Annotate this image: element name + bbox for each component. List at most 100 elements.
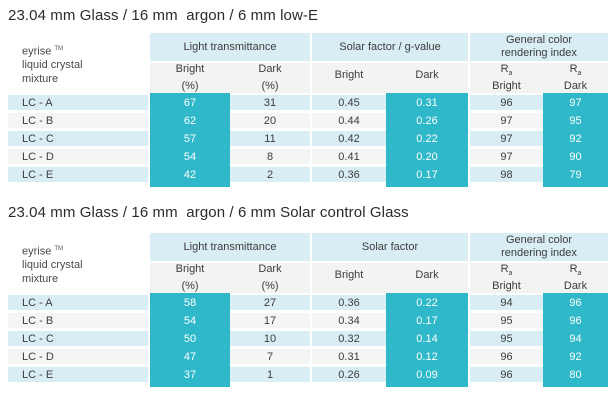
value-lt-dark: 1	[230, 367, 310, 382]
table-header: eyrise TM liquid crystal mixture Light tr…	[8, 233, 608, 293]
value-sf-bright: 0.31	[312, 349, 386, 364]
value-sf-dark: 0.22	[416, 296, 438, 309]
value-lt-bright: 67	[183, 96, 197, 109]
highlight-column-sf-dark	[386, 93, 468, 187]
brand-line: eyrise TM	[22, 242, 148, 259]
table-body: LC - A 58 27 0.36 0.22 94 96 LC - B 54 1…	[8, 293, 608, 387]
highlight-column-sf-dark	[386, 293, 468, 387]
value-ra-bright: 96	[470, 367, 543, 382]
table-row-lc-a: LC - A 67 31 0.45 0.31 96 97	[8, 95, 608, 110]
brand-name: eyrise	[22, 245, 52, 258]
value-ra-dark: 79	[569, 168, 582, 181]
value-sf-dark: 0.12	[416, 350, 438, 363]
column-header-sf-dark: Dark	[386, 63, 468, 93]
row-label: LC - B	[8, 313, 148, 328]
value-ra-dark: 96	[569, 314, 582, 327]
row-label: LC - D	[8, 349, 148, 364]
row-label: LC - E	[8, 367, 148, 382]
value-lt-bright: 62	[183, 114, 197, 127]
value-ra-bright: 96	[470, 349, 543, 364]
sub-header-row: Bright (%) Dark (%) Bright Dark Ra Bright R…	[8, 263, 608, 293]
highlight-column-ra-dark	[543, 93, 608, 187]
table-row-lc-b: LC - B 62 20 0.44 0.26 97 95	[8, 113, 608, 128]
table-row-lc-d: LC - D 47 7 0.31 0.12 96 92	[8, 349, 608, 364]
value-lt-bright: 54	[183, 314, 197, 327]
value-sf-bright: 0.41	[312, 149, 386, 164]
value-ra-bright: 94	[470, 295, 543, 310]
value-sf-dark: 0.20	[416, 150, 438, 163]
column-group-color-rendering-index: General color rendering index	[470, 233, 608, 261]
value-ra-dark: 95	[569, 114, 582, 127]
value-lt-dark: 8	[230, 149, 310, 164]
table-title-low-e: 23.04 mm Glass / 16 mm argon / 6 mm low-…	[8, 7, 319, 24]
table-row-lc-a: LC - A 58 27 0.36 0.22 94 96	[8, 295, 608, 310]
value-sf-dark: 0.17	[416, 314, 438, 327]
value-lt-dark: 27	[230, 295, 310, 310]
value-sf-dark: 0.31	[416, 96, 438, 109]
value-lt-dark: 7	[230, 349, 310, 364]
row-label: LC - C	[8, 131, 148, 146]
brand-name: eyrise	[22, 45, 52, 58]
column-header-lt-dark: Dark (%)	[230, 63, 310, 93]
column-group-light-transmittance: Light transmittance	[150, 233, 310, 261]
value-lt-dark: 17	[230, 313, 310, 328]
value-lt-dark: 2	[230, 167, 310, 182]
column-group-solar-factor: Solar factor	[312, 233, 468, 261]
column-header-sf-bright: Bright	[312, 263, 386, 293]
value-ra-bright: 96	[470, 95, 543, 110]
corner-line2: liquid crystal	[22, 259, 83, 272]
table-row-lc-c: LC - C 57 11 0.42 0.22 97 92	[8, 131, 608, 146]
value-sf-dark: 0.26	[416, 114, 438, 127]
table-row-lc-b: LC - B 54 17 0.34 0.17 95 96	[8, 313, 608, 328]
row-label: LC - E	[8, 167, 148, 182]
value-sf-dark: 0.09	[416, 368, 438, 381]
spec-table-low-e: eyrise TM liquid crystal mixture Light tr…	[8, 33, 608, 187]
value-sf-bright: 0.45	[312, 95, 386, 110]
column-header-sf-bright: Bright	[312, 63, 386, 93]
table-header: eyrise TM liquid crystal mixture Light tr…	[8, 33, 608, 93]
value-ra-bright: 95	[470, 331, 543, 346]
table-row-lc-c: LC - C 50 10 0.32 0.14 95 94	[8, 331, 608, 346]
value-ra-dark: 92	[569, 350, 582, 363]
column-header-ra-dark: Ra Dark	[543, 263, 608, 293]
value-ra-dark: 92	[569, 132, 582, 145]
row-label: LC - B	[8, 113, 148, 128]
value-lt-dark: 20	[230, 113, 310, 128]
column-group-solar-factor: Solar factor / g-value	[312, 33, 468, 61]
value-ra-dark: 94	[569, 332, 582, 345]
value-ra-dark: 97	[569, 96, 582, 109]
value-sf-bright: 0.44	[312, 113, 386, 128]
table-row-lc-e: LC - E 42 2 0.36 0.17 98 79	[8, 167, 608, 182]
value-lt-bright: 57	[183, 132, 197, 145]
brand-line: eyrise TM	[22, 42, 148, 59]
highlight-column-lt-bright	[150, 93, 230, 187]
value-lt-bright: 50	[183, 332, 197, 345]
corner-cell: eyrise TM liquid crystal mixture	[8, 33, 148, 93]
row-label: LC - A	[8, 295, 148, 310]
value-ra-dark: 90	[569, 150, 582, 163]
value-lt-bright: 42	[183, 168, 197, 181]
value-lt-dark: 11	[230, 131, 310, 146]
column-header-lt-bright: Bright (%)	[150, 263, 230, 293]
value-lt-dark: 10	[230, 331, 310, 346]
highlight-column-lt-bright	[150, 293, 230, 387]
spec-table-solar-control: eyrise TM liquid crystal mixture Light tr…	[8, 233, 608, 387]
group-header-row: Light transmittance Solar factor / g-val…	[8, 33, 608, 61]
value-sf-bright: 0.36	[312, 167, 386, 182]
value-lt-dark: 31	[230, 95, 310, 110]
value-sf-dark: 0.17	[416, 168, 438, 181]
trademark-symbol: TM	[54, 245, 64, 252]
value-lt-bright: 54	[183, 150, 197, 163]
corner-cell: eyrise TM liquid crystal mixture	[8, 233, 148, 293]
group-header-row: Light transmittance Solar factor General…	[8, 233, 608, 261]
value-ra-bright: 97	[470, 131, 543, 146]
highlight-column-ra-dark	[543, 293, 608, 387]
table-row-lc-e: LC - E 37 1 0.26 0.09 96 80	[8, 367, 608, 382]
column-header-ra-bright: Ra Bright	[470, 63, 543, 93]
column-header-ra-bright: Ra Bright	[470, 263, 543, 293]
table-body: LC - A 67 31 0.45 0.31 96 97 LC - B 62 2…	[8, 93, 608, 187]
column-header-lt-dark: Dark (%)	[230, 263, 310, 293]
value-sf-bright: 0.32	[312, 331, 386, 346]
value-sf-bright: 0.34	[312, 313, 386, 328]
